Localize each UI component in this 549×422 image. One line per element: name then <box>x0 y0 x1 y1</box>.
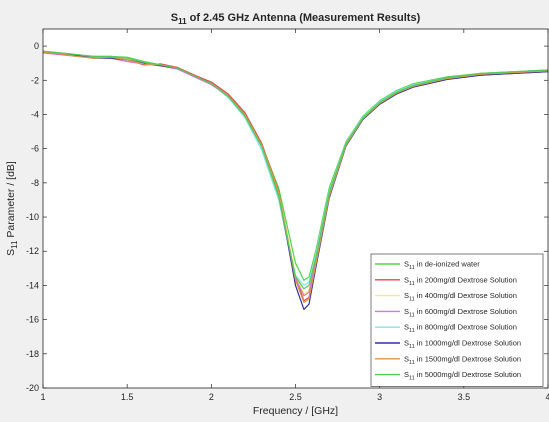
y-tick-label: -12 <box>26 246 39 256</box>
legend-entry-2: S11 in 200mg/dl Dextrose Solution <box>404 275 517 287</box>
x-tick-label: 2 <box>209 392 214 402</box>
x-tick-label: 1.5 <box>121 392 134 402</box>
series-line-1 <box>42 50 549 281</box>
series-line-8 <box>42 50 549 290</box>
chart-title-rest: of 2.45 GHz Antenna (Measurement Results… <box>187 12 421 24</box>
x-tick-label: 3 <box>377 392 382 402</box>
chart-title: S11 of 2.45 GHz Antenna (Measurement Res… <box>171 12 421 26</box>
legend-entry-3: S11 in 400mg/dl Dextrose Solution <box>404 291 517 303</box>
y-axis-label-rest: Parameter / [dB] <box>5 161 17 240</box>
legend-items: S11 in de-ionized water S11 in 200mg/dl D… <box>375 260 521 382</box>
legend-entry-1: S11 in de-ionized water <box>404 260 480 272</box>
legend-entry-7: S11 in 1500mg/dl Dextrose Solution <box>404 354 521 366</box>
y-tick-label: -10 <box>26 212 39 222</box>
legend-entry-6: S11 in 1000mg/dl Dextrose Solution <box>404 339 521 351</box>
series-layer <box>42 50 549 310</box>
y-tick-label: -20 <box>26 383 39 393</box>
y-tick-label: -4 <box>31 109 39 119</box>
y-tick-label: -14 <box>26 280 39 290</box>
y-axis-label-sub: 11 <box>10 240 19 249</box>
y-axis-label-main: S <box>5 249 17 256</box>
x-tick-label: 3.5 <box>458 392 471 402</box>
ticks-layer: 1 1.5 2 2.5 3 3.5 4 0 -2 -4 -6 -8 -10 -12 -14 -16 -18 -20 <box>26 29 549 402</box>
legend: S11 in de-ionized water S11 in 200mg/dl D… <box>370 253 544 387</box>
legend-entry-5: S11 in 800mg/dl Dextrose Solution <box>404 323 517 335</box>
x-tick-label: 2.5 <box>289 392 302 402</box>
chart-title-main: S <box>171 12 178 24</box>
chart-title-sub: 11 <box>178 17 187 26</box>
x-tick-label: 4 <box>545 392 549 402</box>
x-tick-label: 1 <box>40 392 45 402</box>
y-tick-label: -2 <box>31 75 39 85</box>
y-tick-label: -8 <box>31 178 39 188</box>
y-tick-label: -6 <box>31 144 39 154</box>
legend-entry-8: S11 in 5000mg/dl Dextrose Solution <box>404 370 521 382</box>
y-axis-label: S11 Parameter / [dB] <box>5 161 19 256</box>
y-tick-label: -16 <box>26 315 39 325</box>
y-tick-label: -18 <box>26 349 39 359</box>
legend-entry-4: S11 in 600mg/dl Dextrose Solution <box>404 307 517 319</box>
y-tick-label: 0 <box>34 41 39 51</box>
x-axis-label: Frequency / [GHz] <box>253 405 338 417</box>
legend-box <box>370 253 544 387</box>
